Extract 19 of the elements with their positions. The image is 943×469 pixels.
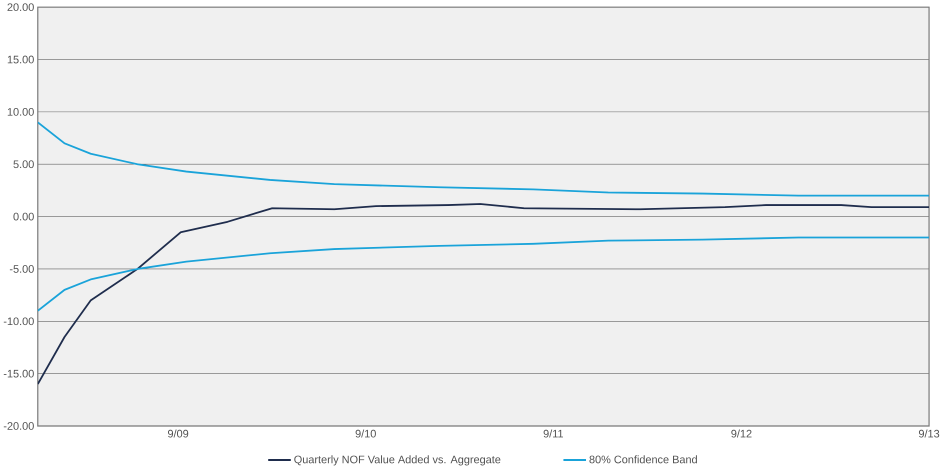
y-tick-label: -10.00 — [4, 318, 34, 326]
legend-label: Quarterly NOF Value Added vs. Aggregate — [294, 455, 500, 466]
y-tick-label: -20.00 — [4, 422, 34, 430]
y-tick-label: -5.00 — [10, 265, 34, 273]
x-tick-label: 9/13 — [918, 430, 940, 438]
legend-label: 80% Confidence Band — [589, 455, 697, 464]
y-tick-label: -15.00 — [4, 370, 34, 378]
x-tick-label: 9/12 — [731, 430, 752, 438]
x-tick-label: 9/10 — [356, 430, 376, 438]
y-tick-label: 5.00 — [13, 160, 34, 168]
line-series — [38, 236, 930, 312]
x-tick-label: 9/11 — [544, 430, 564, 438]
x-tick-label: 9/09 — [168, 430, 188, 438]
y-tick-label: 15.00 — [8, 56, 34, 64]
line-series — [38, 203, 930, 386]
y-tick-label: 20.00 — [8, 3, 34, 12]
y-tick-label: 0.00 — [13, 212, 34, 221]
line-series — [38, 122, 930, 197]
y-tick-label: 10.00 — [8, 108, 34, 116]
